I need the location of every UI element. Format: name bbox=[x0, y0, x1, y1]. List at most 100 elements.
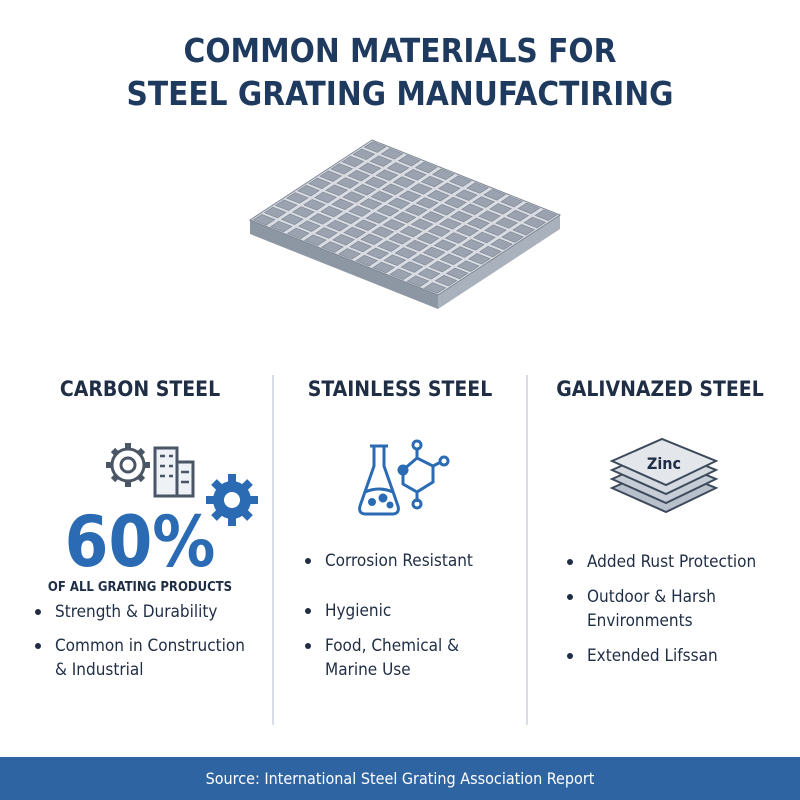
bullet-dot bbox=[567, 559, 573, 565]
bullet-text: Common in Construction bbox=[55, 636, 245, 656]
grating-cell bbox=[382, 219, 406, 231]
grating-cell bbox=[404, 204, 428, 216]
grating-cell bbox=[280, 213, 304, 226]
grating-cell bbox=[366, 247, 390, 260]
grating-cell bbox=[473, 231, 496, 244]
bullet-dot bbox=[305, 643, 311, 649]
grating-cell bbox=[353, 184, 377, 196]
bullet-dot bbox=[567, 653, 573, 659]
grating-cell bbox=[462, 239, 485, 251]
grating-cell bbox=[534, 209, 558, 221]
grating-cell bbox=[466, 182, 489, 194]
grating-side bbox=[438, 215, 560, 309]
grating-cell bbox=[479, 245, 502, 258]
grating-cell bbox=[506, 209, 530, 222]
grating-cell bbox=[352, 148, 376, 161]
grating-cell bbox=[427, 225, 451, 237]
grating-cell bbox=[337, 212, 360, 225]
grating-cell bbox=[467, 217, 490, 230]
bullet-text: Corrosion Resistant bbox=[325, 551, 473, 571]
grating-cell bbox=[252, 214, 276, 226]
grating-cell bbox=[428, 260, 452, 273]
grating-cell bbox=[416, 232, 440, 245]
grating-cell bbox=[380, 148, 404, 160]
grating-cell bbox=[512, 224, 536, 236]
grating-cell bbox=[314, 191, 337, 204]
grating-cell bbox=[298, 220, 321, 232]
grating-cell bbox=[489, 203, 512, 215]
grating-cell bbox=[394, 247, 418, 259]
grating-cell bbox=[468, 253, 491, 265]
grating-cell bbox=[320, 205, 343, 218]
grating-cell bbox=[388, 233, 412, 245]
bullet-text: & Industrial bbox=[55, 660, 144, 680]
stat: 60% bbox=[65, 501, 216, 583]
column-title: STAINLESS STEEL bbox=[308, 377, 492, 401]
zinc-sheets-icon bbox=[609, 437, 719, 514]
bullet-text: Marine Use bbox=[325, 660, 411, 680]
grating-cell bbox=[450, 246, 474, 258]
grating-cell bbox=[411, 254, 435, 266]
grating-cell bbox=[490, 238, 513, 251]
grating-cell bbox=[517, 202, 541, 215]
grating-cell bbox=[472, 196, 495, 208]
bullet-dot bbox=[567, 594, 573, 600]
grating-cell bbox=[410, 218, 434, 231]
bullet-dot bbox=[305, 558, 311, 564]
bullet-dot bbox=[35, 609, 41, 615]
grating-cell bbox=[421, 211, 445, 223]
grating-cell bbox=[315, 227, 338, 239]
grating-cell bbox=[292, 206, 315, 218]
grating-cell bbox=[417, 268, 441, 280]
grating-cell bbox=[455, 189, 478, 201]
grating-cell bbox=[263, 206, 287, 219]
grating-cell bbox=[286, 192, 309, 204]
grating-cell bbox=[406, 275, 430, 287]
grating-cell bbox=[461, 203, 484, 216]
column-title: GALIVNAZED STEEL bbox=[556, 377, 763, 401]
bullet-text: Strength & Durability bbox=[55, 602, 217, 622]
grating-illustration bbox=[248, 139, 562, 309]
bullet-dot bbox=[305, 608, 311, 614]
grating-cell bbox=[330, 163, 354, 175]
grating-cell bbox=[439, 253, 463, 266]
grating-cell bbox=[377, 240, 401, 252]
grating-cell bbox=[365, 212, 389, 224]
grating-cell bbox=[456, 224, 479, 237]
bullet-dot bbox=[35, 643, 41, 649]
grating-cell bbox=[449, 175, 472, 187]
grating-cell bbox=[392, 176, 416, 188]
grating-cell bbox=[389, 268, 413, 281]
grating-cell bbox=[326, 219, 349, 232]
grating-cell bbox=[386, 162, 410, 174]
grating-cell bbox=[495, 217, 518, 229]
grating-cell bbox=[309, 213, 332, 225]
grating-cell bbox=[405, 239, 429, 252]
grating-cell bbox=[376, 204, 400, 217]
grating-cell bbox=[409, 183, 433, 195]
bullet-text: Added Rust Protection bbox=[587, 552, 756, 572]
grating-cell bbox=[397, 154, 421, 167]
grating-cell bbox=[348, 205, 372, 217]
grating-cell bbox=[375, 169, 399, 181]
grating-cell bbox=[484, 224, 507, 236]
column-title: CARBON STEEL bbox=[60, 377, 220, 401]
grating-cell bbox=[325, 184, 348, 196]
grating-cell bbox=[445, 267, 469, 280]
grating-cell bbox=[360, 233, 384, 246]
title-line: STEEL GRATING MANUFACTIRING bbox=[126, 74, 673, 113]
grating-cell bbox=[297, 184, 320, 197]
grating-cell bbox=[355, 254, 378, 267]
grating-cell bbox=[420, 175, 444, 188]
grating-cell bbox=[364, 176, 388, 189]
footer-source: Source: International Steel Grating Asso… bbox=[206, 769, 595, 788]
grating-cell bbox=[303, 199, 326, 211]
grating-cell bbox=[372, 261, 396, 274]
bullet-text: Food, Chemical & bbox=[325, 636, 459, 656]
grating-cell bbox=[483, 189, 506, 201]
grating-cell bbox=[331, 198, 354, 211]
grating-cell bbox=[523, 216, 547, 229]
grating-cell bbox=[274, 199, 298, 211]
